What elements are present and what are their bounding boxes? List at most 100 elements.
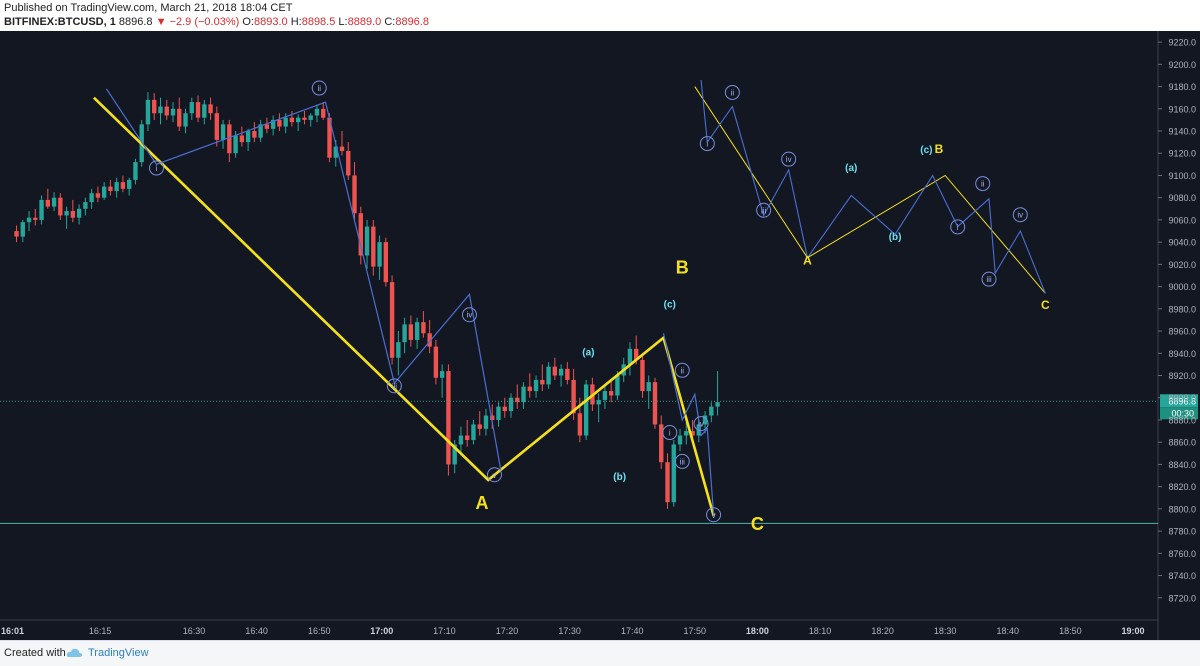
candle-body xyxy=(602,391,608,400)
wave-label-roman: iii xyxy=(986,275,992,284)
candle-body xyxy=(371,226,376,267)
time-tick-label: 17:00 xyxy=(370,626,393,636)
wave-label-c: C xyxy=(1041,298,1050,312)
projection-wave-line xyxy=(700,79,1046,294)
candle-body xyxy=(558,368,564,376)
symbol-name[interactable]: BITFINEX:BTCUSD, 1 xyxy=(4,16,116,28)
candle-body xyxy=(709,406,714,416)
candle-body xyxy=(214,113,220,140)
time-tick-label: 16:30 xyxy=(183,626,206,636)
wave-label-paren: (c) xyxy=(920,145,932,156)
candle-body xyxy=(152,99,157,114)
price-tick-label: 9060.0 xyxy=(1168,215,1196,225)
time-tick-label: 17:10 xyxy=(433,626,456,636)
wave-label-roman: v xyxy=(712,511,716,520)
price-tick-label: 8880.0 xyxy=(1168,415,1196,425)
candle-body xyxy=(308,115,313,120)
candle-body xyxy=(158,106,163,114)
candle-body xyxy=(677,435,683,445)
candle-body xyxy=(408,324,414,340)
low-value: 8889.0 xyxy=(347,16,382,28)
price-tick-label: 9000.0 xyxy=(1168,282,1196,292)
time-tick-label: 18:00 xyxy=(746,626,769,636)
candle-body xyxy=(26,217,32,223)
candle-body xyxy=(202,104,207,118)
candle-body xyxy=(540,379,545,385)
wave-label-roman: i xyxy=(957,223,959,232)
published-note: Published on TradingView.com, March 21, … xyxy=(4,2,293,14)
time-tick-label: 16:50 xyxy=(308,626,331,636)
time-tick-label: 19:00 xyxy=(1121,626,1144,636)
wave-label-circle xyxy=(699,136,715,152)
wave-label-circle xyxy=(724,84,740,100)
candle-body xyxy=(101,186,107,198)
wave-label-circle xyxy=(781,151,797,167)
wave-label-circle xyxy=(693,416,709,432)
time-tick-label: 17:20 xyxy=(496,626,519,636)
time-tick-label: 17:40 xyxy=(621,626,644,636)
price-tick-label: 8760.0 xyxy=(1168,549,1196,559)
last-price: 8896.8 xyxy=(118,16,153,28)
candle-body xyxy=(289,117,295,123)
high-label: H: xyxy=(290,16,302,28)
wave-label-roman: iii xyxy=(680,457,686,466)
time-axis[interactable] xyxy=(0,620,1158,640)
wave-label-roman: iv xyxy=(698,420,704,429)
open-label: O: xyxy=(242,16,254,28)
price-tick-label: 9120.0 xyxy=(1168,149,1196,159)
wave-label-roman: iv xyxy=(786,155,792,164)
candle-body xyxy=(577,413,583,436)
candle-body xyxy=(270,119,276,129)
time-tick-label: 16:15 xyxy=(89,626,112,636)
price-tick-label: 8740.0 xyxy=(1168,571,1196,581)
candle-body xyxy=(208,104,213,114)
wave-label-circle xyxy=(674,362,690,378)
wave-label-paren: (b) xyxy=(889,232,902,243)
tradingview-link[interactable]: TradingView xyxy=(88,647,149,659)
wave-labels: iiiiiiivv(a)(b)(c)iiiiiiivvABCiiiiiiivA(… xyxy=(148,80,1050,534)
countdown-tag xyxy=(1160,407,1198,420)
price-axis[interactable] xyxy=(1158,31,1200,640)
open-value: 8893.0 xyxy=(253,16,288,28)
candle-body xyxy=(89,193,94,203)
candle-body xyxy=(483,415,489,429)
candle-body xyxy=(170,108,176,116)
candle-body xyxy=(496,406,501,420)
wave-label-circle xyxy=(461,307,477,323)
wave-label-roman: ii xyxy=(317,84,321,93)
plot-area[interactable] xyxy=(0,31,1158,620)
candle-body xyxy=(665,462,670,503)
candle-body xyxy=(70,211,76,218)
price-tick-label: 9020.0 xyxy=(1168,260,1196,270)
candle-body xyxy=(233,135,238,154)
price-tick-label: 9220.0 xyxy=(1168,38,1196,48)
candle-body xyxy=(189,102,194,114)
wave-label-circle xyxy=(311,80,327,96)
candle-body xyxy=(33,217,38,220)
candle-body xyxy=(114,182,119,192)
candle-body xyxy=(76,208,82,218)
price-chart[interactable]: 8896.800:30 iiiiiiivv(a)(b)(c)iiiiiiivvA… xyxy=(0,31,1200,640)
candle-body xyxy=(427,333,432,347)
candle-body xyxy=(465,435,470,440)
candle-body xyxy=(126,179,132,189)
candle-body xyxy=(652,382,658,425)
time-tick-label: 18:40 xyxy=(997,626,1020,636)
candle-body xyxy=(321,108,326,118)
time-tick-label: 18:30 xyxy=(934,626,957,636)
tradingview-cloud-icon xyxy=(66,648,83,657)
wave-label-circle xyxy=(148,160,164,176)
candle-body xyxy=(377,242,382,267)
candles: 8896.8 00:30 xyxy=(0,92,1198,524)
time-tick-label: 16:01 xyxy=(1,626,24,636)
candle-body xyxy=(302,117,307,120)
wave-label-circle xyxy=(706,507,722,523)
wave-lines xyxy=(92,79,1046,516)
candle-body xyxy=(245,131,251,143)
price-tick-label: 9200.0 xyxy=(1168,60,1196,70)
price-tick-label: 9040.0 xyxy=(1168,238,1196,248)
candle-body xyxy=(352,175,357,214)
symbol-legend: BITFINEX:BTCUSD, 1 8896.8 ▼ −2.9 (−0.03%… xyxy=(4,16,429,28)
price-tick-label: 9100.0 xyxy=(1168,171,1196,181)
wave-label-paren: (b) xyxy=(613,472,626,483)
